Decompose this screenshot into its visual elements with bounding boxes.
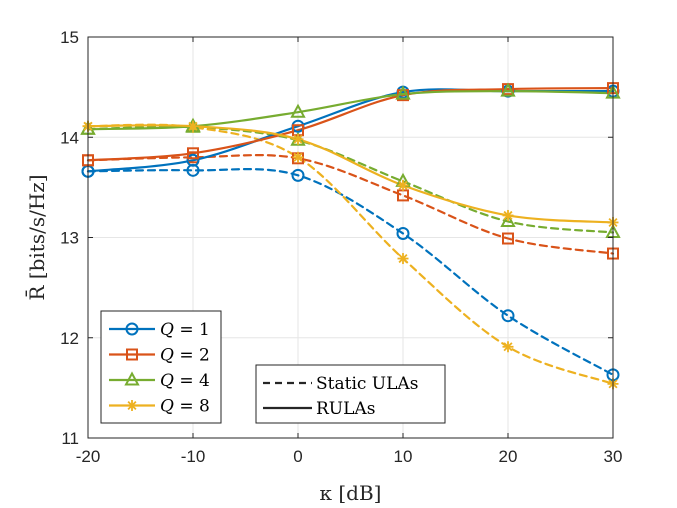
triangle-marker: [124, 371, 140, 386]
x-tick-label: 30: [604, 447, 623, 466]
data-point-q4: [395, 85, 411, 100]
data-point-q1: [291, 168, 305, 182]
asterisk-marker: [292, 133, 304, 145]
asterisk-stroke: [127, 400, 137, 411]
x-tick-label: 10: [394, 447, 413, 466]
legend-label: Q = 2: [160, 346, 210, 366]
data-point-q8: [292, 133, 304, 145]
asterisk-stroke: [503, 210, 513, 220]
data-point-q1: [501, 309, 515, 323]
y-axis-label: R̄ [bits/s/Hz]: [24, 174, 49, 300]
y-tick-label: 11: [61, 429, 79, 448]
static-ula-line-q4: [86, 125, 615, 234]
circle-marker: [396, 226, 410, 240]
x-tick-label: -20: [76, 447, 101, 466]
square-marker: [502, 232, 514, 245]
legend-entry-q4: Q = 4: [109, 371, 210, 391]
legend-entry-solid: RULAs: [263, 399, 375, 419]
circle-marker: [186, 153, 200, 167]
data-point-q1: [186, 153, 200, 167]
circle-marker: [291, 168, 305, 182]
legend-label: Q = 8: [160, 397, 210, 417]
y-tick-label: 12: [60, 329, 79, 348]
legend-label: Q = 1: [160, 320, 210, 340]
data-point-q4: [500, 82, 516, 97]
triangle-marker: [500, 212, 516, 227]
rula-line-q4: [86, 90, 615, 131]
data-point-q4: [500, 212, 516, 227]
legend-entry-q1: Q = 1: [109, 320, 210, 340]
asterisk-stroke: [398, 254, 408, 264]
legend-line-style: Static ULAs RULAs: [255, 364, 446, 424]
asterisk-marker: [126, 400, 138, 411]
rula-line-q2: [86, 87, 615, 162]
circle-marker: [125, 322, 139, 336]
x-tick-label: 0: [293, 447, 302, 466]
legend-marker-sample: [126, 348, 138, 361]
data-point-q8: [187, 120, 199, 132]
asterisk-marker: [292, 151, 304, 163]
asterisk-stroke: [398, 180, 408, 190]
legend-marker-sample: [125, 322, 139, 336]
legend-marker-sample: [126, 400, 138, 411]
data-point-q2: [502, 232, 514, 245]
rula-line-q8: [86, 124, 615, 224]
x-axis-label-text: κ [dB]: [320, 481, 382, 505]
data-point-q8: [502, 341, 514, 353]
asterisk-stroke: [293, 152, 303, 162]
legend-label: RULAs: [316, 399, 375, 419]
tick-layer: -20 -10 0 10 20 30 11 12 13 14 15: [60, 28, 622, 466]
asterisk-stroke: [503, 342, 513, 352]
asterisk-marker: [502, 209, 514, 221]
legend-q: Q = 1 Q = 2 Q = 4 Q = 8: [100, 310, 222, 424]
legend-label: Static ULAs: [316, 374, 418, 394]
y-tick-label: 14: [60, 128, 79, 147]
legend-label: Q = 4: [160, 371, 210, 391]
y-tick-label: 13: [60, 229, 79, 248]
asterisk-marker: [187, 120, 199, 132]
y-axis-label-text: R̄ [bits/s/Hz]: [24, 174, 49, 300]
series-layer: [86, 87, 615, 385]
x-tick-label: -10: [181, 447, 206, 466]
legend-entry-dashed: Static ULAs: [263, 374, 418, 394]
data-point-q1: [396, 226, 410, 240]
legend-marker-sample: [124, 371, 140, 386]
x-axis-label: κ [dB]: [320, 481, 382, 505]
asterisk-stroke: [188, 121, 198, 131]
y-tick-label: 15: [60, 28, 79, 47]
triangle-marker: [290, 103, 306, 118]
data-point-q8: [397, 253, 409, 265]
data-point-q2: [187, 147, 199, 160]
legend-style-box: [255, 364, 446, 424]
data-point-q4: [290, 103, 306, 118]
asterisk-stroke: [293, 134, 303, 144]
triangle-marker: [500, 82, 516, 97]
x-tick-label: 20: [499, 447, 518, 466]
static-ula-line-q1: [86, 168, 615, 376]
triangle-marker: [395, 85, 411, 100]
asterisk-marker: [502, 341, 514, 353]
circle-marker: [501, 309, 515, 323]
legend-entry-q2: Q = 2: [109, 346, 210, 366]
data-point-q8: [397, 179, 409, 191]
square-marker: [126, 348, 138, 361]
data-point-q8: [502, 209, 514, 221]
square-marker: [187, 147, 199, 160]
asterisk-marker: [397, 253, 409, 265]
legend-entry-q8: Q = 8: [109, 397, 210, 417]
static-ula-line-q2: [86, 154, 615, 255]
data-point-q8: [292, 151, 304, 163]
asterisk-marker: [397, 179, 409, 191]
